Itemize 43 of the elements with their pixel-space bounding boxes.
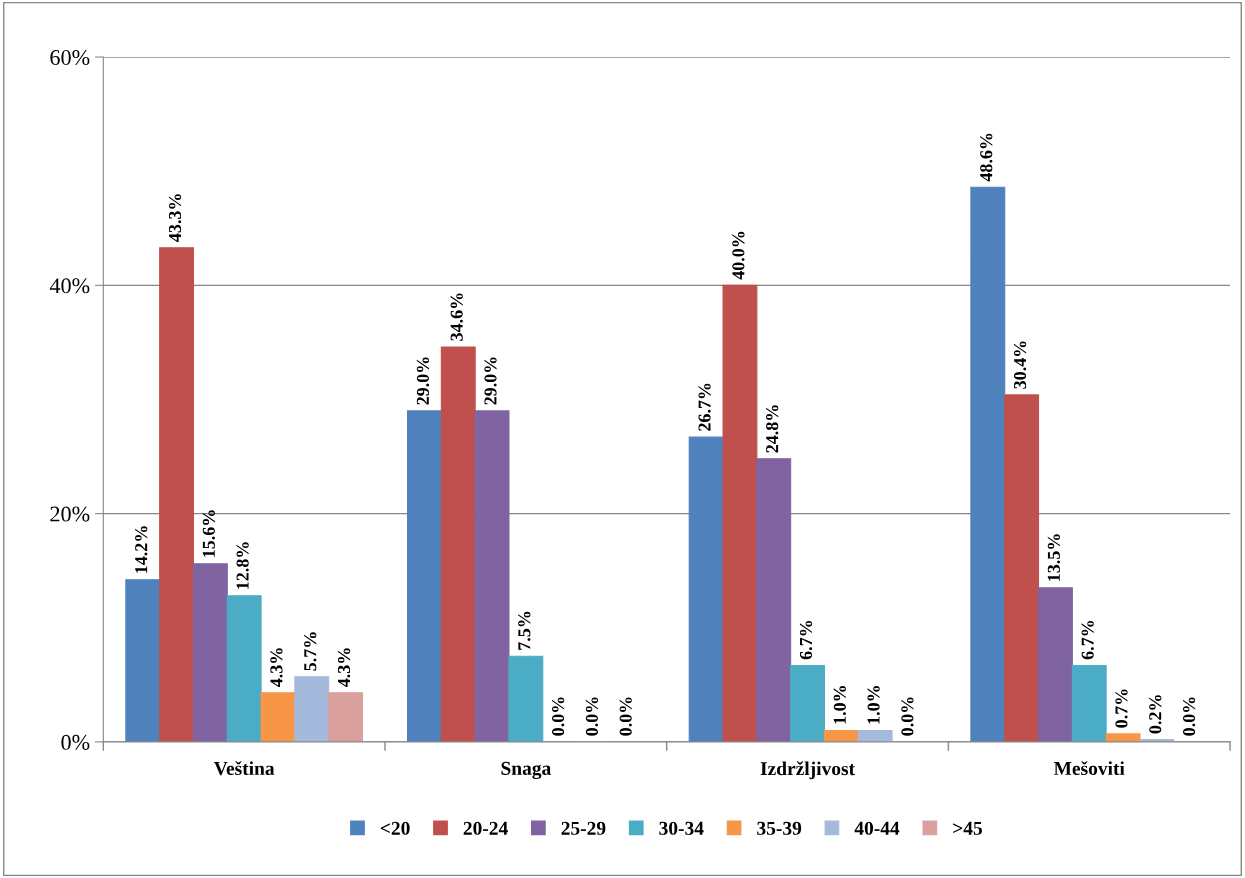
data-label: 30.4%	[1013, 341, 1027, 389]
data-label: 6.7%	[799, 620, 813, 660]
data-label: 4.3%	[270, 648, 283, 688]
legend-label: >45	[953, 821, 982, 835]
data-label: 1.0%	[833, 686, 846, 724]
data-label: 1.0%	[867, 686, 880, 724]
data-label: 15.6%	[202, 510, 215, 557]
data-label: 26.7%	[698, 383, 711, 431]
data-label: 4.3%	[337, 648, 351, 688]
x-tick-label: Izdržljivost	[760, 761, 855, 780]
data-label: 5.7%	[304, 632, 317, 671]
data-label: 0.0%	[585, 697, 599, 736]
data-label: 0.0%	[619, 697, 632, 736]
data-label: 43.3%	[168, 194, 182, 242]
data-label: 29.0%	[484, 357, 497, 405]
legend-label: 35-39	[757, 821, 802, 835]
data-label: 24.8%	[766, 405, 779, 453]
data-label: 40.0%	[732, 231, 745, 280]
legend-label: 20-24	[463, 821, 508, 835]
data-label: 29.0%	[416, 357, 430, 405]
x-tick-label: Veština	[213, 761, 275, 776]
data-label: 34.6%	[450, 293, 463, 341]
y-tick-label: 0%	[61, 734, 90, 750]
data-label: 6.7%	[1081, 620, 1094, 660]
legend-label: 40-44	[854, 821, 900, 835]
data-label: 7.5%	[518, 611, 531, 650]
legend-label: 30-34	[659, 821, 704, 835]
y-tick-label: 60%	[50, 50, 90, 66]
data-label: 0.0%	[1182, 697, 1196, 736]
data-label: 0.0%	[901, 697, 914, 736]
x-tick-label: Snaga	[501, 761, 551, 779]
legend-label: <20	[380, 821, 410, 835]
data-label: 0.7%	[1115, 689, 1128, 728]
y-tick-label: 40%	[49, 278, 90, 294]
legend-label: 25-29	[561, 821, 606, 835]
data-label: 0.2%	[1149, 695, 1162, 734]
data-label: 13.5%	[1047, 534, 1061, 581]
y-tick-label: 20%	[50, 506, 90, 522]
data-label: 12.8%	[236, 542, 249, 589]
data-label: 14.2%	[135, 526, 148, 573]
data-label: 0.0%	[551, 697, 565, 736]
x-tick-label: Mešoviti	[1053, 761, 1125, 776]
data-label: 48.6%	[980, 133, 993, 182]
